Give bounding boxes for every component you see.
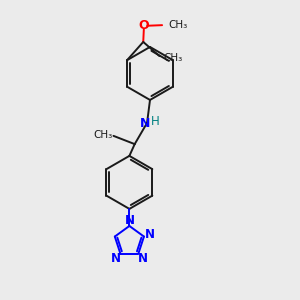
Text: CH₃: CH₃ [163, 52, 182, 62]
Text: O: O [139, 19, 149, 32]
Text: H: H [151, 115, 160, 128]
Text: N: N [111, 252, 121, 265]
Text: N: N [145, 228, 154, 241]
Text: N: N [124, 214, 134, 227]
Text: N: N [140, 117, 150, 130]
Text: N: N [137, 252, 148, 265]
Text: CH₃: CH₃ [94, 130, 113, 140]
Text: CH₃: CH₃ [168, 20, 187, 30]
